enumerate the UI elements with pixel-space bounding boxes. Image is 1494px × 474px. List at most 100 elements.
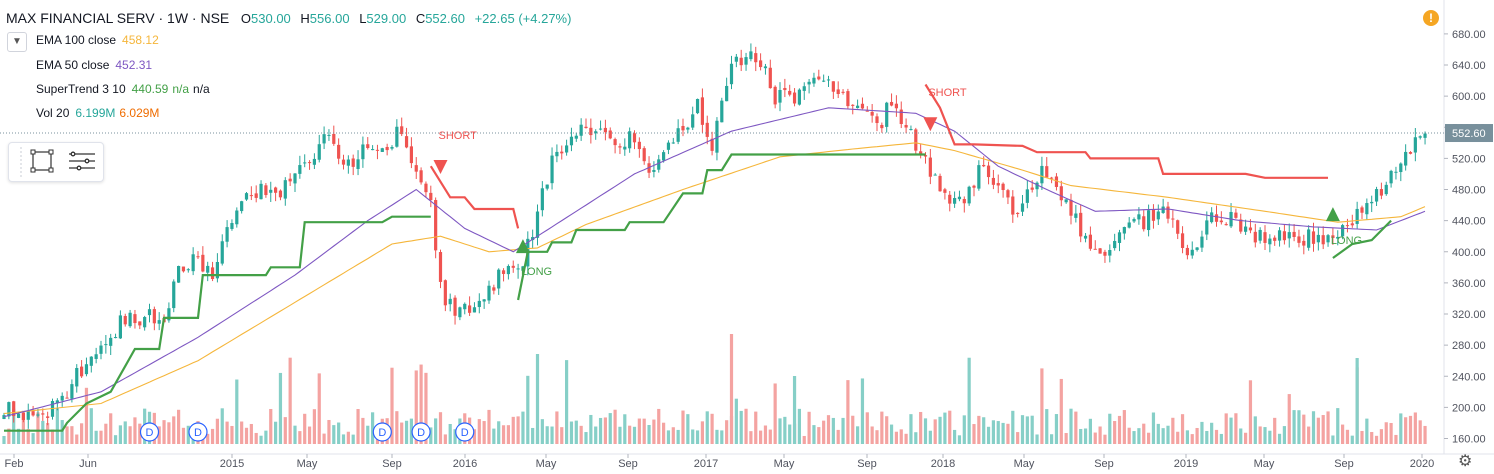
candle	[565, 139, 569, 156]
volume-bar	[419, 364, 423, 444]
candle-body	[1253, 231, 1257, 243]
x-tick-label: May	[297, 458, 318, 470]
candle	[298, 155, 302, 179]
y-tick-label: 400.00	[1452, 247, 1486, 259]
candle	[288, 173, 292, 186]
candle	[540, 181, 544, 217]
volume-bar	[817, 427, 821, 444]
volume-bar	[1093, 432, 1097, 444]
candle	[186, 268, 190, 273]
drawing-toolbox[interactable]	[8, 142, 104, 182]
candle	[1151, 204, 1156, 229]
volume-bar	[637, 418, 641, 444]
candle-body	[589, 127, 593, 136]
candle-body	[851, 104, 855, 106]
candle-body	[492, 287, 496, 291]
candle-body	[1239, 219, 1243, 232]
candle-body	[1108, 250, 1112, 256]
candle-body	[472, 307, 477, 313]
candle-body	[1142, 216, 1146, 230]
candle	[269, 181, 273, 202]
symbol-title[interactable]: MAX FINANCIAL SERV · 1W · NSE	[6, 10, 230, 26]
candle	[729, 55, 734, 90]
candle-body	[351, 158, 355, 167]
indicator-ema100[interactable]: EMA 100 close 458.12	[36, 33, 159, 47]
dividend-circle	[455, 422, 475, 442]
candle-body	[21, 412, 25, 420]
volume-bar	[923, 418, 928, 444]
indicator-ema50[interactable]: EMA 50 close 452.31	[36, 58, 152, 72]
candle	[948, 190, 952, 212]
candle-body	[773, 86, 777, 105]
candle-body	[598, 128, 603, 130]
candle	[560, 145, 564, 160]
lines-icon[interactable]	[69, 151, 95, 171]
signal-arrow-long	[515, 239, 530, 254]
volume-bar	[967, 357, 971, 444]
candle	[618, 143, 622, 155]
dividend-marker[interactable]: D	[455, 422, 475, 442]
volume-bar	[870, 426, 874, 444]
volume-bar	[60, 420, 64, 444]
dividend-marker[interactable]: D	[188, 422, 208, 442]
candle-body	[1050, 177, 1054, 179]
candle	[215, 253, 219, 283]
candle-body	[754, 53, 758, 63]
last-price-label: 552.60	[1452, 128, 1486, 140]
volume-bar	[356, 409, 360, 444]
volume-bar	[642, 418, 646, 444]
candle	[982, 156, 986, 168]
candle-body	[1277, 230, 1282, 241]
candle-body	[919, 151, 923, 155]
dividend-marker[interactable]: D	[411, 422, 431, 442]
candle-body	[1190, 249, 1194, 256]
candle-body	[293, 173, 297, 184]
volume-bar	[1379, 429, 1383, 444]
chevron-down-icon[interactable]: ▼	[7, 32, 27, 52]
dividend-marker[interactable]: D	[372, 422, 392, 442]
volume-bar	[739, 410, 743, 444]
volume-bar	[555, 411, 559, 444]
gear-icon[interactable]: ⚙	[1458, 453, 1473, 470]
candle	[1374, 186, 1379, 206]
volume-bar	[894, 431, 898, 444]
volume-bar	[550, 426, 554, 444]
dividend-marker[interactable]: D	[139, 422, 160, 442]
candle-body	[943, 189, 947, 193]
candle	[1287, 223, 1291, 248]
candle	[1234, 208, 1238, 219]
volume-bar	[1137, 428, 1141, 444]
candle-body	[400, 126, 404, 135]
volume-bar	[1311, 411, 1316, 444]
volume-bar	[511, 416, 515, 444]
candle	[846, 88, 850, 109]
x-tick-label: May	[536, 458, 557, 470]
indicator-volume[interactable]: Vol 20 6.199M 6.029M	[36, 106, 159, 120]
candle-body	[792, 92, 797, 104]
volume-bar	[186, 425, 190, 444]
volume-bar	[472, 429, 477, 444]
warning-icon[interactable]: !	[1423, 10, 1439, 26]
candle-body	[235, 210, 239, 225]
volume-bar	[1302, 414, 1306, 444]
volume-bar	[608, 413, 612, 444]
candle-body	[1040, 165, 1044, 184]
candle	[831, 81, 835, 99]
candle-body	[1258, 229, 1262, 241]
candle	[1059, 180, 1063, 207]
indicator-supertrend[interactable]: SuperTrend 3 10 440.59 n/a n/a	[36, 82, 210, 96]
candle-body	[1180, 233, 1185, 248]
volume-bar	[453, 429, 457, 444]
volume-bar	[1171, 417, 1175, 444]
rectangle-icon[interactable]	[30, 149, 54, 173]
volume-bar	[41, 420, 45, 444]
candle	[448, 293, 452, 312]
candle	[1122, 226, 1126, 240]
volume-bar	[836, 429, 840, 444]
candle	[191, 247, 195, 276]
volume-bar	[1345, 429, 1350, 444]
candle-body	[1069, 199, 1073, 216]
candle-body	[123, 316, 127, 325]
candle-body	[1282, 231, 1286, 241]
